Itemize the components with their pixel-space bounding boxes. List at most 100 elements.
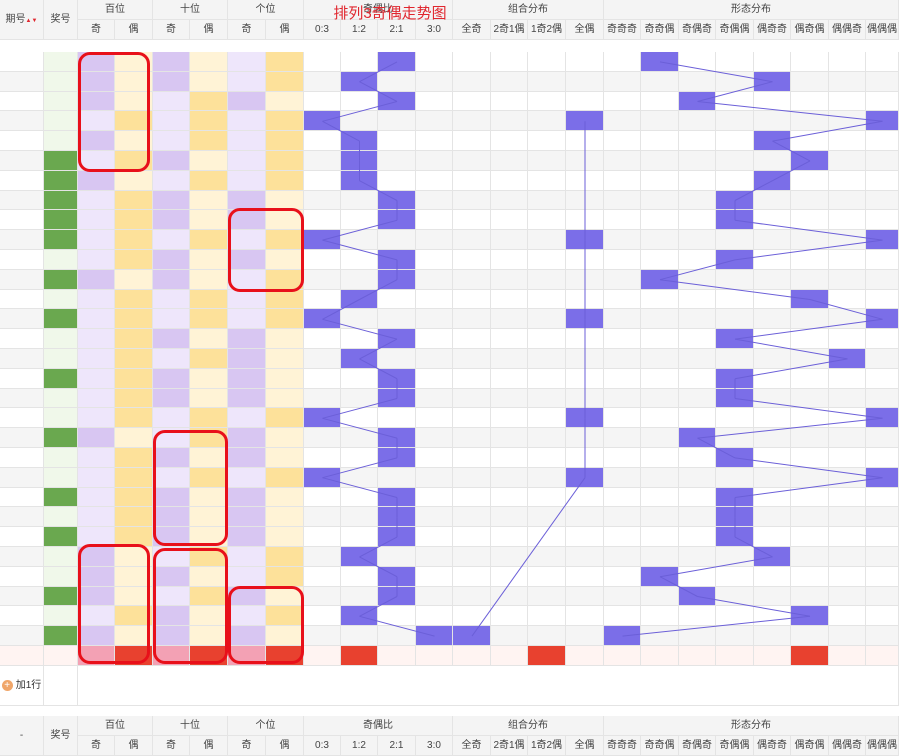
period-header[interactable]: 期号▲▼ bbox=[0, 0, 44, 40]
value-cell bbox=[453, 606, 491, 627]
prize-header: 奖号 bbox=[44, 0, 78, 40]
predict-option-1[interactable] bbox=[115, 646, 153, 666]
value-cell bbox=[866, 547, 899, 567]
value-cell bbox=[304, 91, 341, 112]
value-cell bbox=[866, 170, 899, 191]
value-cell bbox=[304, 329, 341, 349]
sub-label: 奇 bbox=[91, 739, 101, 751]
predict-option-2[interactable] bbox=[153, 646, 190, 666]
value-cell bbox=[679, 230, 716, 250]
even-marker bbox=[266, 408, 304, 429]
predict-option-17[interactable] bbox=[716, 646, 754, 666]
predict-option-20[interactable] bbox=[829, 646, 866, 666]
value-cell bbox=[416, 111, 453, 132]
odd-miss-cell bbox=[153, 547, 190, 567]
even-marker bbox=[266, 309, 304, 330]
predict-option-15[interactable] bbox=[641, 646, 679, 666]
value-cell bbox=[378, 408, 416, 429]
prize-number bbox=[44, 467, 78, 488]
predict-option-7[interactable] bbox=[341, 646, 378, 666]
predict-option-8[interactable] bbox=[378, 646, 416, 666]
value-cell bbox=[866, 507, 899, 528]
even-miss-cell bbox=[190, 329, 228, 349]
value-cell bbox=[304, 368, 341, 389]
value-cell bbox=[528, 190, 566, 211]
value-cell bbox=[754, 408, 791, 429]
value-cell bbox=[378, 111, 416, 132]
plus-circle-icon[interactable]: + bbox=[1, 679, 13, 691]
value-cell bbox=[679, 606, 716, 627]
odd-marker bbox=[228, 507, 266, 528]
predict-option-21[interactable] bbox=[866, 646, 899, 666]
hit-marker bbox=[566, 408, 604, 429]
period-cell bbox=[0, 289, 44, 310]
value-cell bbox=[528, 269, 566, 290]
value-cell bbox=[604, 487, 641, 508]
odd-miss-cell bbox=[78, 408, 115, 429]
predict-option-3[interactable] bbox=[190, 646, 228, 666]
hit-marker bbox=[566, 230, 604, 250]
predict-option-10[interactable] bbox=[453, 646, 491, 666]
hit-marker bbox=[378, 586, 416, 607]
value-cell bbox=[304, 507, 341, 528]
value-cell bbox=[453, 448, 491, 468]
predict-option-6[interactable] bbox=[304, 646, 341, 666]
hit-marker bbox=[378, 566, 416, 587]
prize-number bbox=[44, 190, 78, 211]
footer-prize-label: 奖号 bbox=[50, 729, 71, 741]
odd-marker bbox=[153, 388, 190, 409]
odd-miss-cell bbox=[153, 428, 190, 448]
period-cell bbox=[0, 151, 44, 171]
value-cell bbox=[416, 210, 453, 231]
predict-option-9[interactable] bbox=[416, 646, 453, 666]
predict-option-18[interactable] bbox=[754, 646, 791, 666]
value-cell bbox=[754, 52, 791, 72]
combo-sub-header: 1奇2偶 bbox=[528, 735, 566, 756]
predict-option-19[interactable] bbox=[791, 646, 829, 666]
value-cell bbox=[341, 368, 378, 389]
value-cell bbox=[566, 428, 604, 448]
value-cell bbox=[566, 507, 604, 528]
predict-option-14[interactable] bbox=[604, 646, 641, 666]
add-row-button[interactable]: + 加1行 bbox=[0, 665, 44, 706]
predict-option-12[interactable] bbox=[528, 646, 566, 666]
value-cell bbox=[341, 408, 378, 429]
predict-option-13[interactable] bbox=[566, 646, 604, 666]
value-cell bbox=[716, 626, 754, 646]
add-row-area bbox=[78, 665, 899, 706]
value-cell bbox=[528, 448, 566, 468]
value-cell bbox=[829, 566, 866, 587]
predict-option-16[interactable] bbox=[679, 646, 716, 666]
value-cell bbox=[378, 626, 416, 646]
shape-sub-header: 偶奇奇 bbox=[754, 20, 791, 40]
value-cell bbox=[716, 606, 754, 627]
value-cell bbox=[604, 586, 641, 607]
even-marker bbox=[266, 230, 304, 250]
footer-period-label: - bbox=[19, 729, 24, 741]
predict-option-5[interactable] bbox=[266, 646, 304, 666]
predict-option-0[interactable] bbox=[78, 646, 115, 666]
hit-marker bbox=[566, 467, 604, 488]
even-marker bbox=[266, 467, 304, 488]
hit-marker bbox=[341, 71, 378, 92]
hit-marker bbox=[604, 626, 641, 646]
value-cell bbox=[491, 71, 528, 92]
combo-sub-header: 全偶 bbox=[566, 735, 604, 756]
even-miss-cell bbox=[266, 586, 304, 607]
predict-option-4[interactable] bbox=[228, 646, 266, 666]
sub-label: 全偶 bbox=[574, 739, 595, 751]
sub-label: 偶奇偶 bbox=[794, 739, 825, 751]
value-cell bbox=[453, 250, 491, 270]
even-miss-cell bbox=[190, 527, 228, 547]
sub-label: 奇偶偶 bbox=[719, 24, 750, 35]
value-cell bbox=[416, 170, 453, 191]
value-cell bbox=[866, 250, 899, 270]
predict-row-label[interactable] bbox=[0, 646, 44, 666]
predict-option-11[interactable] bbox=[491, 646, 528, 666]
value-cell bbox=[679, 250, 716, 270]
value-cell bbox=[679, 52, 716, 72]
hit-marker bbox=[791, 606, 829, 627]
value-cell bbox=[829, 111, 866, 132]
value-cell bbox=[566, 606, 604, 627]
value-cell bbox=[416, 527, 453, 547]
